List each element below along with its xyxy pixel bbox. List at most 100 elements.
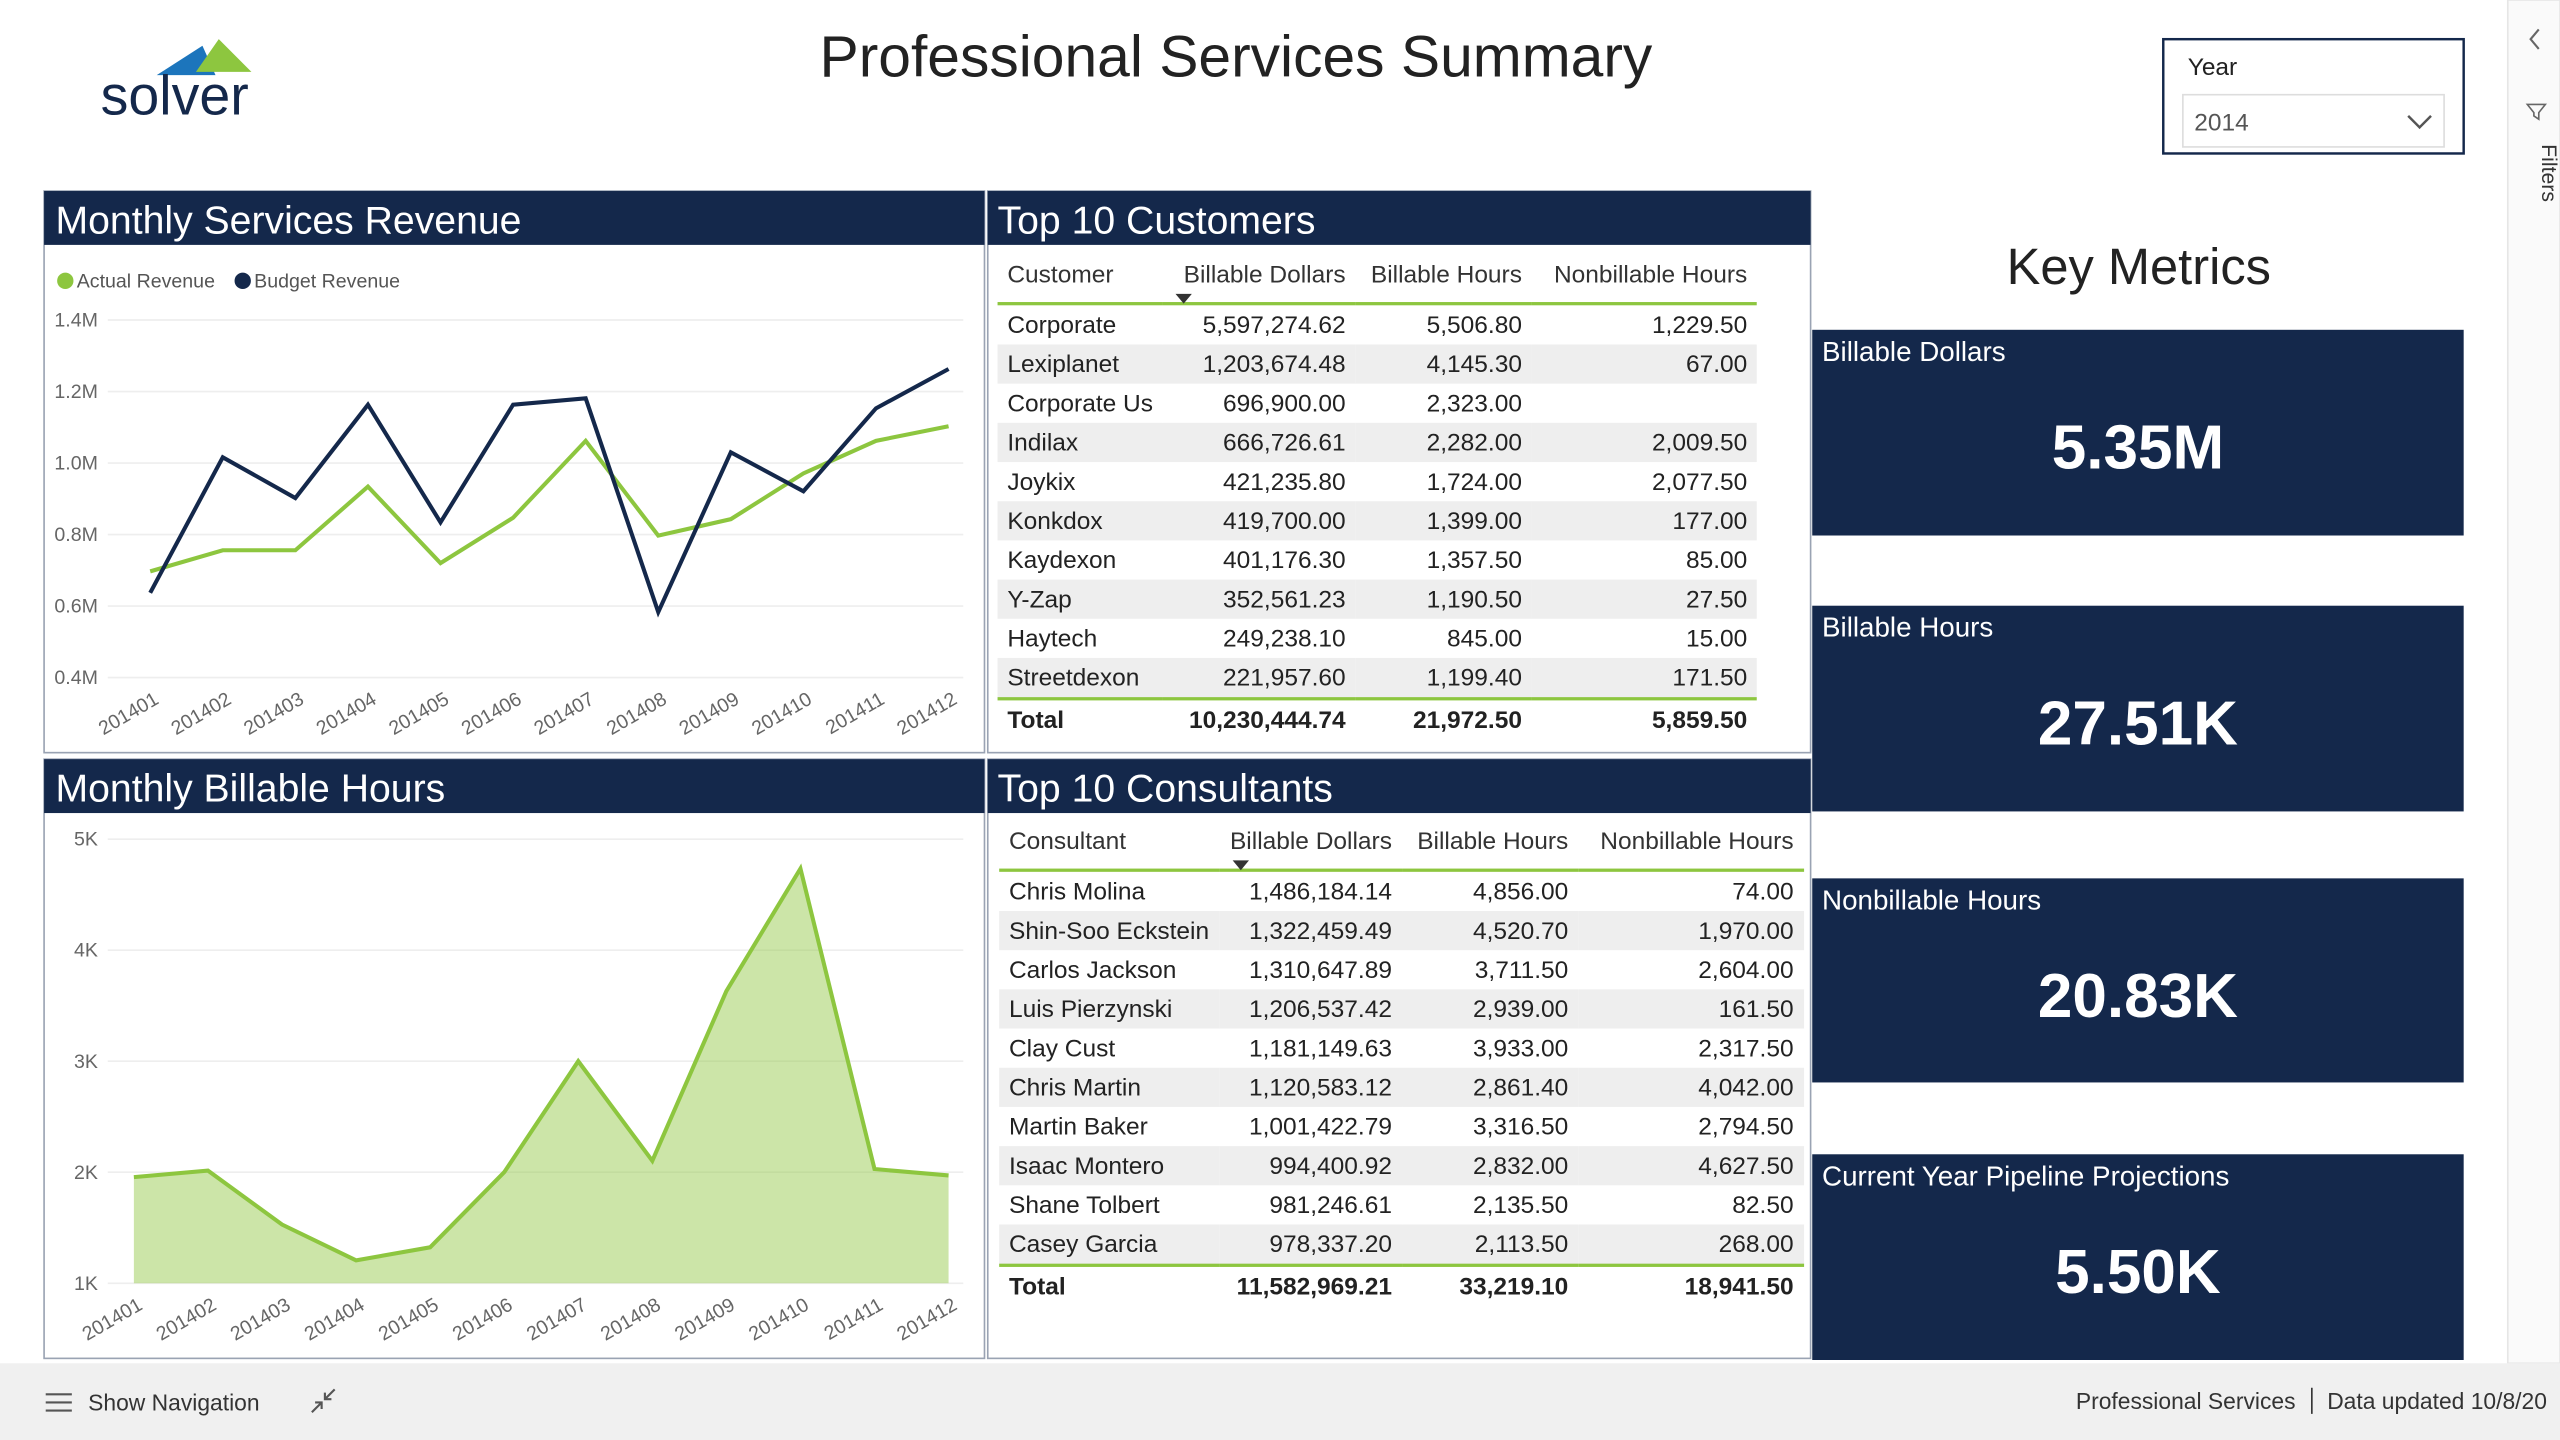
line-series [148,367,950,618]
header-row: Consultant Billable Dollars Billable Hours… [999,813,1804,872]
key-metrics-title: Key Metrics [2007,238,2271,295]
table-row: Casey Garcia 978,337.20 2,113.50 268.00 [999,1224,1804,1266]
table-cell: Casey Garcia [999,1224,1219,1266]
y-tick-label: 1.0M [54,453,98,475]
table-row: Shane Tolbert 981,246.61 2,135.50 82.50 [999,1185,1803,1224]
table-cell: 268.00 [1578,1224,1804,1266]
table-cell: 1,486,184.14 [1248,877,1392,906]
y-tick-label: 1.4M [54,310,98,332]
panel [43,190,986,754]
table-cell: 4,627.50 [1578,1146,1804,1186]
page-title: Professional Services Summary [820,25,1653,90]
column-header[interactable]: Consultant [999,813,1219,872]
table-row: Joykix 421,235.80 1,724.00 2,077.50 [998,462,1758,501]
table-cell: 177.00 [1531,501,1758,541]
table-cell: 67.00 [1531,344,1758,384]
area-line [133,863,949,1263]
total-cell: 33,219.10 [1401,1263,1579,1307]
column-header[interactable]: Billable Dollars [1162,246,1356,306]
table-row: Corporate 5,597,274.62 5,506.80 1,229.50 [998,304,1758,345]
table-cell: Chris Molina [1008,877,1146,906]
table-cell: Clay Cust [1008,1034,1116,1063]
filters-pane[interactable] [2506,0,2560,1365]
table-cell: 4,042.00 [1578,1067,1804,1107]
dropdown-chevron [2407,115,2432,130]
table-row: Corporate Us 696,900.00 2,323.00 [998,384,1758,423]
table-cell: 4,520.70 [1401,911,1579,951]
collapse-icon[interactable] [2529,28,2540,50]
column-header[interactable]: Nonbillable Hours [1531,246,1758,306]
kpi-label: Billable Hours [1822,612,1994,644]
table-cell: Kaydexon [1007,546,1117,574]
table-cell: 1,970.00 [1578,911,1804,951]
total-cell: Total [999,1263,1219,1307]
table-cell: 1,120,583.12 [1218,1067,1402,1107]
column-header[interactable]: Billable Hours [1355,246,1532,306]
table-cell: 171.50 [1531,657,1758,699]
slicer-dropdown[interactable] [2182,93,2445,148]
total-cell: 5,859.50 [1531,697,1758,740]
table-cell: Lexiplanet [997,344,1163,384]
sort-indicator [1175,293,1193,304]
table-cell: 419,700.00 [1162,501,1356,541]
slicer-label: Year [2188,54,2237,81]
table-cell: Chris Martin [999,1067,1219,1107]
menu-icon[interactable] [45,1393,72,1412]
panel-title: Monthly Services Revenue [56,199,522,242]
legend-marker [234,272,251,289]
table-cell: Haytech [1007,624,1098,653]
kpi-value: 20.83K [2037,963,2238,1032]
table-row: Luis Pierzynski 1,206,537.42 2,939.00 161.5… [999,989,1804,1029]
y-tick-label: 0.4M [54,667,98,689]
table-cell: 994,400.92 [1218,1146,1402,1186]
kpi-card: Nonbillable Hours 20.83K [1812,878,2464,1083]
table-row: Konkdox 419,700.00 1,399.00 177.00 [997,501,1758,541]
table-cell: 2,077.50 [1651,467,1748,496]
table-cell: 978,337.20 [1218,1224,1402,1266]
table-cell: Carlos Jackson [1008,955,1177,984]
column-header[interactable]: Customer [997,246,1163,306]
report-name: Professional Services [2076,1388,2296,1414]
column-header[interactable]: Billable Dollars [1218,813,1402,872]
table-cell: 1,724.00 [1426,467,1522,496]
filters-label[interactable]: Filters [2537,144,2560,202]
kpi-value: 5.50K [2055,1239,2221,1308]
table-cell: 1,181,149.63 [1248,1034,1392,1063]
legend-label: Actual Revenue [77,270,215,292]
table-cell: 1,399.00 [1355,501,1532,541]
total-cell: 18,941.50 [1578,1263,1804,1307]
table-cell: Streetdexon [997,657,1163,699]
panel-header [987,759,1811,814]
table-cell: 221,957.60 [1162,657,1356,699]
table-row: Martin Baker 1,001,422.79 3,316.50 2,794.50 [999,1107,1803,1146]
y-tick-label: 5K [74,829,98,851]
table-row: Shin-Soo Eckstein 1,322,459.49 4,520.70 1,9… [999,911,1804,951]
y-tick-label: 3K [74,1051,98,1073]
table-cell: 3,711.50 [1474,955,1569,984]
table-cell: 3,933.00 [1472,1034,1569,1063]
footer [0,1363,2560,1440]
table-cell: 421,235.80 [1223,467,1346,496]
table-cell: 1,229.50 [1651,311,1748,339]
table-cell: 27.50 [1531,579,1758,619]
data-table: Customer Billable Dollars Billable Hours No… [997,246,1758,740]
column-header[interactable]: Nonbillable Hours [1578,813,1804,872]
table-cell: 2,939.00 [1401,989,1579,1029]
table-cell: Corporate [1007,311,1117,339]
fit-icon[interactable] [311,1388,336,1413]
column-header[interactable]: Billable Hours [1401,813,1579,872]
y-tick-label: 0.6M [54,596,98,618]
table-cell: 2,282.00 [1355,422,1532,463]
kpi-value: 27.51K [2037,690,2238,760]
panel [43,758,986,1360]
header-row: Customer Billable Dollars Billable Hours No… [997,246,1758,306]
panel-header [44,759,985,814]
show-navigation[interactable]: Show Navigation [88,1390,259,1416]
table-cell: 2,317.50 [1698,1034,1794,1063]
table-cell: 2,832.00 [1401,1146,1579,1186]
data-table: Consultant Billable Dollars Billable Hours… [999,813,1804,1307]
panel-title: Monthly Billable Hours [56,768,446,811]
legend-marker [57,272,74,289]
total-cell: 11,582,969.21 [1218,1263,1402,1307]
filter-icon [2525,103,2548,121]
